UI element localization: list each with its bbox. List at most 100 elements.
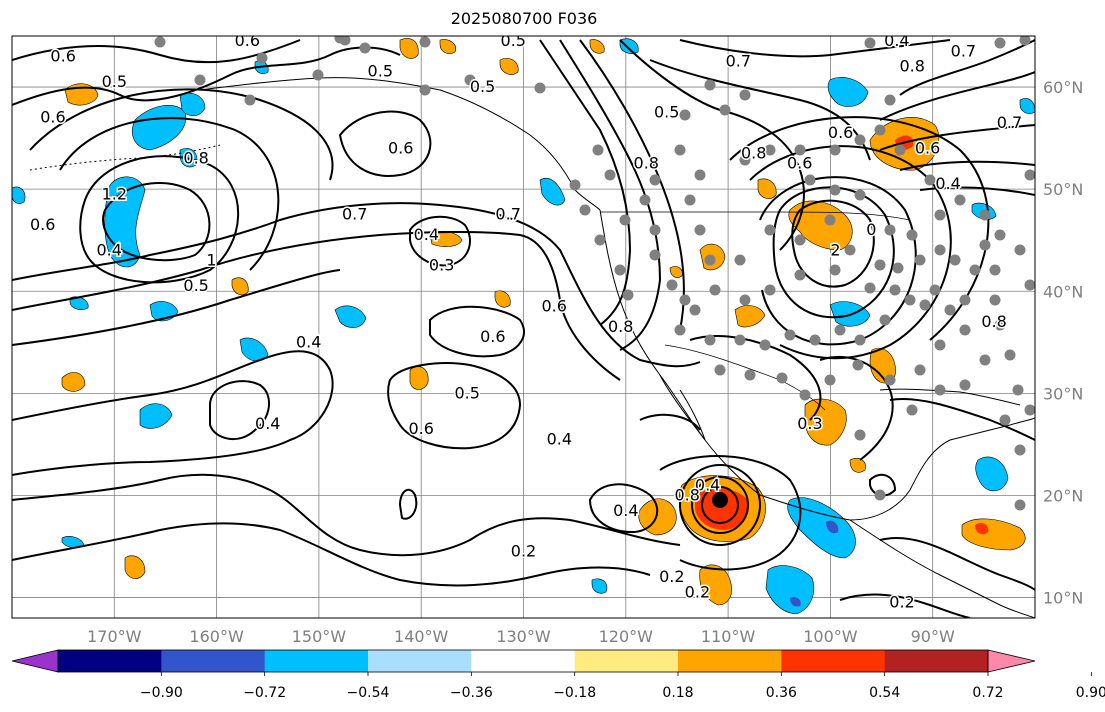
station-dot: [864, 37, 876, 49]
station-dot: [764, 284, 776, 296]
border-us-mexico: [664, 344, 826, 411]
station-dot: [934, 339, 946, 351]
contour-line: [12, 350, 334, 476]
station-dot: [694, 224, 706, 236]
station-dot: [604, 169, 616, 181]
contour-line: [919, 186, 1035, 196]
station-dot: [592, 144, 604, 156]
colorbar-segment: [574, 650, 679, 672]
contour-label: 0.6: [40, 108, 65, 127]
contour-label: 2: [830, 240, 840, 259]
station-dot: [704, 334, 716, 346]
station-dot: [844, 244, 856, 256]
station-dot: [959, 379, 971, 391]
contour-line: [209, 380, 270, 440]
blue-patch: [787, 497, 856, 559]
contour-label: 0.6: [915, 138, 940, 157]
contour-line: [29, 88, 334, 181]
station-dot: [244, 94, 256, 106]
lon-label-7: 100°W: [803, 627, 858, 646]
station-dot: [829, 144, 841, 156]
station-dot: [989, 294, 1001, 306]
contour-line: [12, 39, 301, 64]
station-dot: [854, 429, 866, 441]
station-dot: [1024, 169, 1035, 181]
contour-line: [899, 160, 1035, 171]
contour-line: [639, 413, 701, 431]
colorbar-arrow-low: [11, 649, 59, 673]
lon-label-6: 110°W: [701, 627, 756, 646]
blue-patch: [334, 305, 367, 328]
colorbar-frame: [57, 649, 989, 673]
station-dot: [794, 269, 806, 281]
red-patch: [975, 522, 989, 535]
station-dot: [884, 224, 896, 236]
station-dot: [594, 234, 606, 246]
station-dot: [666, 279, 678, 291]
contour-line: [691, 476, 749, 534]
contour-label: 0.6: [235, 31, 260, 50]
lon-label-0: 170°W: [87, 627, 142, 646]
station-dot: [734, 334, 746, 346]
station-dot: [739, 154, 751, 166]
contour-label: 0.5: [368, 62, 393, 81]
station-dot: [622, 289, 634, 301]
station-dot: [154, 36, 166, 48]
orange-patch: [124, 555, 146, 579]
contour-line: [869, 473, 897, 497]
contour-label: 0.4: [296, 332, 321, 351]
contour-line: [679, 464, 761, 546]
station-dot: [874, 124, 886, 136]
station-dot: [534, 82, 546, 94]
chart-title: 2025080700 F036: [450, 9, 598, 28]
contour-labels: 0.6 0.5 0.6 0.8 1.2 0.6 0.4 1 0.5 0.6 0.5 0.5 0.5 0.6…: [28, 31, 1023, 613]
map-frame: [11, 35, 1036, 619]
contour-label: 0.2: [511, 542, 536, 561]
contour-lines: [12, 39, 1035, 618]
contour-line: [689, 334, 822, 421]
station-dot: [1014, 444, 1026, 456]
lon-label-3: 140°W: [394, 627, 449, 646]
blue-patch: [619, 38, 639, 54]
station-dot: [824, 374, 836, 386]
contour-line: [102, 182, 211, 262]
station-dot: [924, 174, 936, 186]
station-dot: [1004, 349, 1016, 361]
contour-line: [819, 355, 894, 461]
station-dot: [929, 284, 941, 296]
contour-line: [79, 155, 240, 284]
orange-patch: [61, 372, 86, 392]
coastline-aleutians: [29, 144, 221, 171]
contour-label: 0.4: [613, 501, 638, 520]
station-dot: [614, 264, 626, 276]
station-dot: [569, 179, 581, 191]
contour-line: [889, 398, 1035, 441]
lon-label-8: 90°W: [911, 627, 955, 646]
contour-label: 0.6: [541, 297, 566, 316]
station-dot: [854, 189, 866, 201]
colorbar-label-2: −0.54: [347, 685, 390, 701]
lon-label-5: 120°W: [599, 627, 654, 646]
contour-line: [398, 488, 418, 520]
orange-patch: [494, 290, 511, 308]
station-dot: [649, 249, 661, 261]
station-dot: [1019, 36, 1031, 46]
station-dot: [764, 224, 776, 236]
coastline-baja: [659, 374, 706, 441]
station-dot: [854, 334, 866, 346]
contour-label: 0.7: [951, 41, 976, 60]
contour-label: 0.6: [408, 419, 433, 438]
station-dot: [794, 144, 806, 156]
blue-patch: [239, 337, 269, 362]
station-dot: [979, 239, 991, 251]
contour-line: [12, 473, 681, 557]
colorbar-label-9: 0.90: [1076, 685, 1105, 701]
station-dot: [704, 254, 716, 266]
contour-line: [649, 59, 871, 161]
contour-line: [839, 593, 971, 618]
blue-dark-patch: [790, 597, 801, 607]
lon-label-2: 150°W: [292, 627, 347, 646]
station-dot: [194, 74, 206, 86]
blue-patch: [539, 178, 566, 206]
contour-line: [679, 39, 951, 58]
